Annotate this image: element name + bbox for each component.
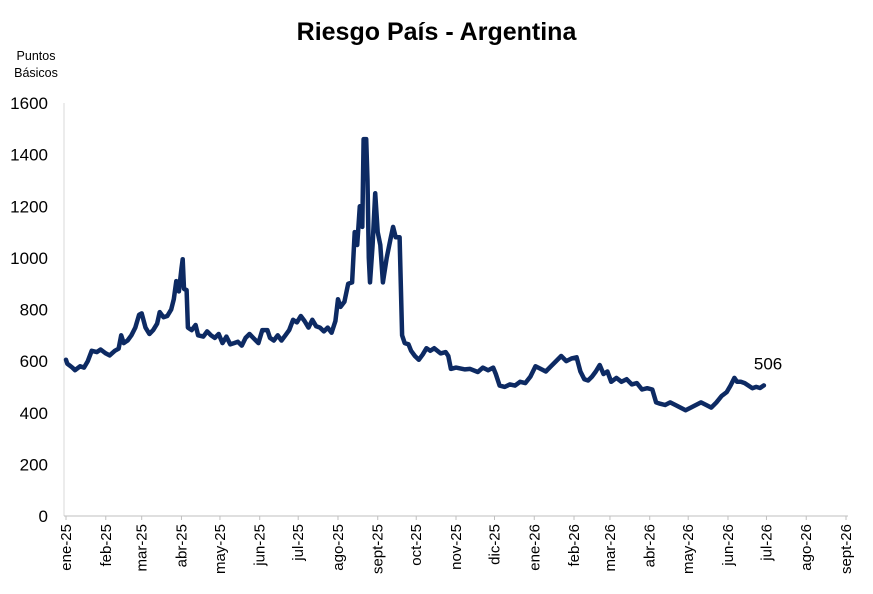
x-tick-label: may-25 (212, 524, 229, 574)
y-tick-label: 600 (20, 352, 48, 371)
x-tick-label: ago-25 (330, 524, 347, 571)
last-value-label: 506 (754, 354, 782, 373)
y-tick-label: 1600 (10, 94, 48, 113)
y-tick-labels: 0 200 400 600 800 1000 1200 1400 1600 (10, 94, 48, 526)
x-tick-label: jun-25 (252, 524, 269, 567)
x-tick-label: dic-25 (486, 524, 503, 565)
x-tick-label: jun-26 (720, 524, 737, 567)
x-tick-label: ago-26 (798, 524, 815, 571)
x-tick-label: nov-25 (448, 524, 465, 570)
x-tick-label: abr-26 (642, 524, 659, 567)
x-tick-label: jul-25 (290, 524, 307, 562)
y-tick-label: 400 (20, 404, 48, 423)
x-tick-label: feb-26 (566, 524, 583, 567)
x-tick-label: sept-26 (838, 524, 855, 574)
y-tick-label: 800 (20, 301, 48, 320)
series-line (63, 136, 767, 413)
x-tick-label: ene-26 (526, 524, 543, 571)
x-tick-label: abr-25 (173, 524, 190, 567)
x-tick-labels: ene-25 feb-25 mar-25 abr-25 may-25 jun-25 jul-… (58, 516, 855, 574)
x-tick-label: jul-26 (758, 524, 775, 562)
y-axis-unit-label: Puntos Básicos (14, 49, 58, 80)
y-tick-label: 1000 (10, 249, 48, 268)
y-tick-label: 200 (20, 455, 48, 474)
x-tick-label: ene-25 (58, 524, 75, 571)
x-tick-label: oct-25 (408, 524, 425, 566)
x-tick-label: may-26 (680, 524, 697, 574)
y-tick-label: 0 (39, 507, 48, 526)
chart-title: Riesgo País - Argentina (296, 18, 577, 46)
x-tick-label: feb-25 (98, 524, 115, 567)
x-tick-label: mar-26 (602, 524, 619, 572)
y-tick-label: 1200 (10, 197, 48, 216)
x-tick-label: mar-25 (134, 524, 151, 572)
x-tick-label: sept-25 (370, 524, 387, 574)
y-tick-label: 1400 (10, 146, 48, 165)
